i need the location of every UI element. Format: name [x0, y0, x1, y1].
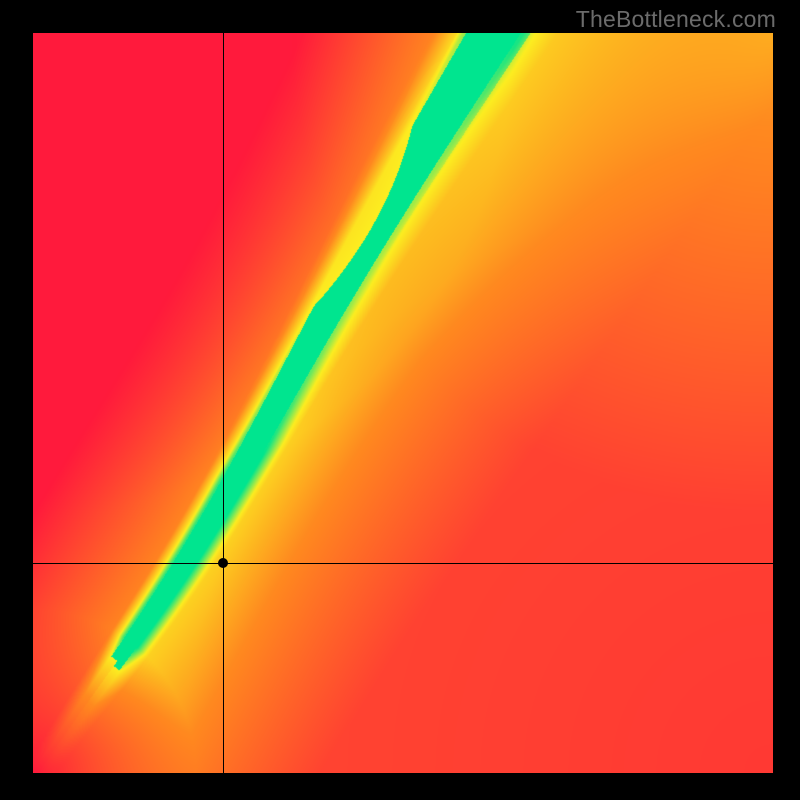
heatmap-plot [33, 33, 773, 773]
bottleneck-heatmap-card: { "watermark": { "text": "TheBottleneck.… [0, 0, 800, 800]
crosshair-horizontal [33, 563, 773, 564]
watermark-text: TheBottleneck.com [576, 6, 776, 33]
crosshair-vertical [223, 33, 224, 773]
marker-dot [218, 558, 228, 568]
heatmap-canvas [33, 33, 773, 773]
